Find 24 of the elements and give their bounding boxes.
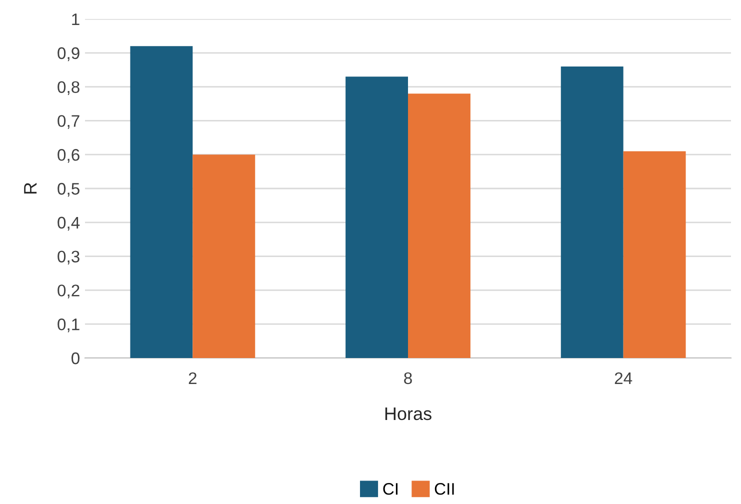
- y-tick-label: 0,5: [58, 182, 80, 197]
- y-tick-label: 0,4: [58, 216, 80, 231]
- x-tick-label: 24: [614, 372, 632, 384]
- bar: [623, 151, 686, 358]
- x-tick-label: 2: [188, 372, 196, 384]
- y-tick-label: 0,2: [58, 284, 80, 298]
- bar: [408, 94, 470, 358]
- x-axis-title: Horas: [385, 408, 432, 420]
- y-tick-label: 0,9: [58, 47, 80, 62]
- y-tick-label: 0: [72, 352, 80, 364]
- bar: [192, 154, 256, 358]
- legend-label: CI: [383, 483, 398, 495]
- bar: [130, 46, 193, 358]
- legend-label: CII: [434, 483, 454, 495]
- y-tick-label: 1: [72, 14, 80, 26]
- y-axis-title: R: [24, 182, 37, 194]
- y-tick-label: 0,7: [58, 115, 80, 129]
- y-tick-label: 0,1: [58, 318, 80, 332]
- x-tick-label: 8: [404, 372, 412, 384]
- y-tick-label: 0,6: [58, 149, 80, 163]
- y-tick-label: 0,8: [58, 81, 80, 95]
- bar: [560, 66, 624, 358]
- bar: [346, 76, 408, 358]
- y-tick-label: 0,3: [58, 250, 80, 264]
